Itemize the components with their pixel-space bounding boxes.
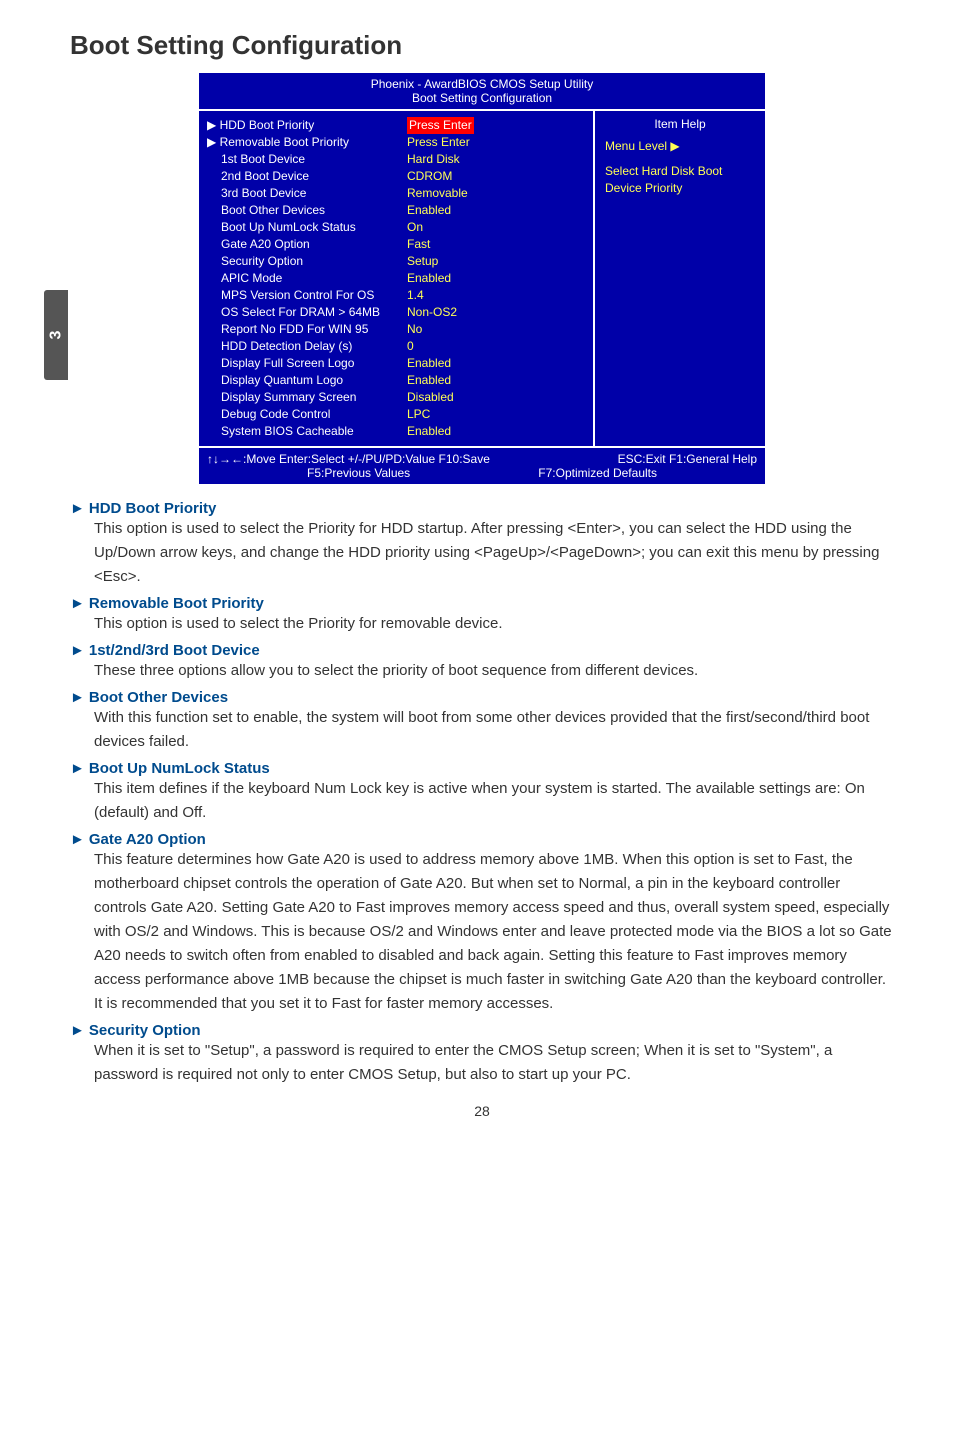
bios-setting-value: No (407, 321, 422, 338)
bios-setting-value: Enabled (407, 202, 451, 219)
bios-setting-label: Security Option (207, 253, 407, 270)
bios-setting-value: Press Enter (407, 117, 474, 134)
section-body: These three options allow you to select … (70, 659, 894, 683)
bios-setting-label: Debug Code Control (207, 406, 407, 423)
bios-row: Boot Up NumLock StatusOn (207, 219, 585, 236)
section-heading: ►Boot Other Devices (70, 689, 894, 706)
section-heading: ►Security Option (70, 1022, 894, 1039)
bios-row: Display Full Screen LogoEnabled (207, 355, 585, 372)
bios-setting-label: HDD Detection Delay (s) (207, 338, 407, 355)
bios-row: Removable Boot PriorityPress Enter (207, 134, 585, 151)
bios-setting-label: Boot Other Devices (207, 202, 407, 219)
bios-row: Gate A20 OptionFast (207, 236, 585, 253)
bios-setting-value: Non-OS2 (407, 304, 457, 321)
menu-level: Menu Level ▶ (605, 139, 755, 153)
bios-settings-panel: HDD Boot PriorityPress EnterRemovable Bo… (199, 111, 595, 446)
bios-setting-label: OS Select For DRAM > 64MB (207, 304, 407, 321)
bios-setting-label: Display Quantum Logo (207, 372, 407, 389)
bios-setting-value: On (407, 219, 423, 236)
bios-header-2: Boot Setting Configuration (199, 91, 765, 105)
bios-row: APIC ModeEnabled (207, 270, 585, 287)
bios-setting-label: Gate A20 Option (207, 236, 407, 253)
chapter-number: 3 (47, 331, 65, 340)
bios-setting-value: CDROM (407, 168, 452, 185)
bios-setting-value: 0 (407, 338, 414, 355)
bios-setting-value: Enabled (407, 423, 451, 440)
bios-row: Display Quantum LogoEnabled (207, 372, 585, 389)
bios-setting-value: Enabled (407, 270, 451, 287)
bios-row: HDD Boot PriorityPress Enter (207, 117, 585, 134)
help-text-2: Device Priority (605, 180, 755, 197)
bios-setting-label: Boot Up NumLock Status (207, 219, 407, 236)
bios-row: 2nd Boot DeviceCDROM (207, 168, 585, 185)
item-help-header: Item Help (605, 117, 755, 131)
section-body: This option is used to select the Priori… (70, 612, 894, 636)
bios-setting-label: APIC Mode (207, 270, 407, 287)
page-number: 28 (70, 1103, 894, 1119)
section-heading: ►Gate A20 Option (70, 831, 894, 848)
bios-row: HDD Detection Delay (s)0 (207, 338, 585, 355)
bios-setting-value: Enabled (407, 355, 451, 372)
bios-row: MPS Version Control For OS1.4 (207, 287, 585, 304)
bios-setting-label: Display Summary Screen (207, 389, 407, 406)
bios-setting-label: Removable Boot Priority (207, 134, 407, 151)
bios-setting-label: 3rd Boot Device (207, 185, 407, 202)
bios-row: Boot Other DevicesEnabled (207, 202, 585, 219)
bios-footer: ↑↓→←:Move Enter:Select +/-/PU/PD:Value F… (199, 448, 765, 484)
bios-setting-label: MPS Version Control For OS (207, 287, 407, 304)
bios-setting-value: Fast (407, 236, 430, 253)
bios-setting-value: Enabled (407, 372, 451, 389)
bios-setting-label: 2nd Boot Device (207, 168, 407, 185)
section-body: This option is used to select the Priori… (70, 517, 894, 589)
bios-setting-value: Removable (407, 185, 468, 202)
section-body: When it is set to "Setup", a password is… (70, 1039, 894, 1087)
bios-setting-label: Report No FDD For WIN 95 (207, 321, 407, 338)
bios-setting-label: 1st Boot Device (207, 151, 407, 168)
bios-setting-value: Hard Disk (407, 151, 460, 168)
bios-row: System BIOS CacheableEnabled (207, 423, 585, 440)
bios-row: Display Summary ScreenDisabled (207, 389, 585, 406)
page-title: Boot Setting Configuration (70, 30, 894, 61)
bios-setting-value: Press Enter (407, 134, 470, 151)
help-text-1: Select Hard Disk Boot (605, 163, 755, 180)
bios-screenshot: Phoenix - AwardBIOS CMOS Setup Utility B… (197, 71, 767, 486)
section-heading: ►1st/2nd/3rd Boot Device (70, 642, 894, 659)
footer-keys-1-left: ↑↓→←:Move Enter:Select +/-/PU/PD:Value F… (207, 452, 490, 466)
bios-row: Report No FDD For WIN 95No (207, 321, 585, 338)
bios-row: Debug Code ControlLPC (207, 406, 585, 423)
bios-row: Security OptionSetup (207, 253, 585, 270)
bios-help-panel: Item Help Menu Level ▶ Select Hard Disk … (595, 111, 765, 446)
section-heading: ►Removable Boot Priority (70, 595, 894, 612)
bios-setting-value: LPC (407, 406, 430, 423)
bios-setting-value: Setup (407, 253, 438, 270)
section-body: With this function set to enable, the sy… (70, 706, 894, 754)
bios-setting-label: System BIOS Cacheable (207, 423, 407, 440)
bios-header-1: Phoenix - AwardBIOS CMOS Setup Utility (199, 77, 765, 91)
section-heading: ►HDD Boot Priority (70, 500, 894, 517)
bios-setting-label: HDD Boot Priority (207, 117, 407, 134)
bios-setting-value: Disabled (407, 389, 454, 406)
bios-row: 3rd Boot DeviceRemovable (207, 185, 585, 202)
bios-row: 1st Boot DeviceHard Disk (207, 151, 585, 168)
chapter-tab: 3 (44, 290, 68, 380)
section-body: This item defines if the keyboard Num Lo… (70, 777, 894, 825)
footer-keys-2-left: F5:Previous Values (307, 466, 410, 480)
footer-keys-1-right: ESC:Exit F1:General Help (618, 452, 757, 466)
section-body: This feature determines how Gate A20 is … (70, 848, 894, 1016)
bios-setting-value: 1.4 (407, 287, 424, 304)
footer-keys-2-right: F7:Optimized Defaults (538, 466, 657, 480)
section-heading: ►Boot Up NumLock Status (70, 760, 894, 777)
bios-row: OS Select For DRAM > 64MBNon-OS2 (207, 304, 585, 321)
bios-setting-label: Display Full Screen Logo (207, 355, 407, 372)
